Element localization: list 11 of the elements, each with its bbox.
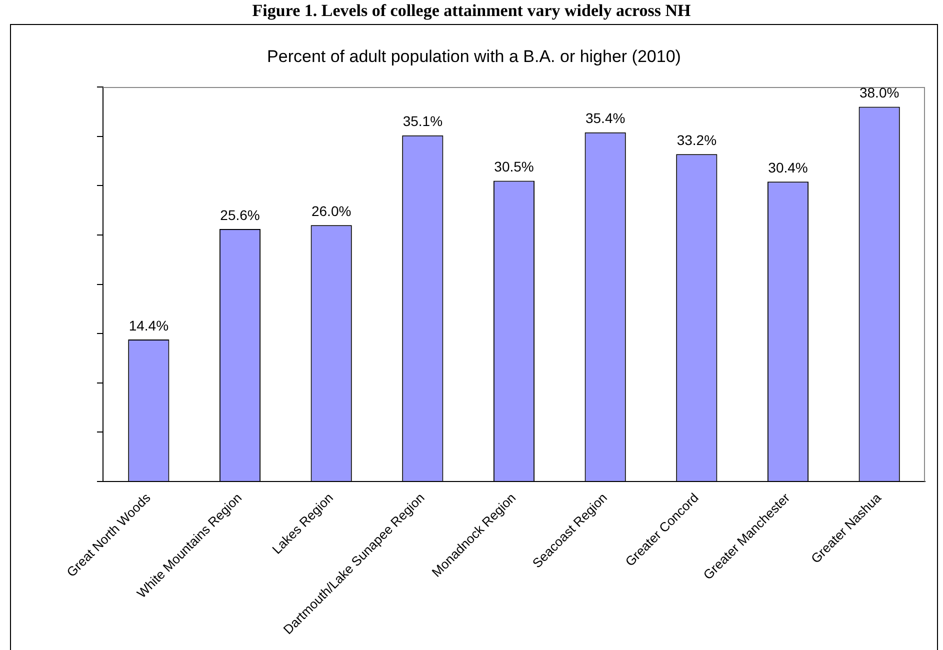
chart-subtitle: Percent of adult population with a B.A. or higher (2010) xyxy=(266,47,682,67)
data-label: 30.5% xyxy=(494,158,534,175)
data-label: 38.0% xyxy=(859,84,900,101)
data-label: 33.2% xyxy=(676,132,717,148)
data-label: 35.1% xyxy=(402,113,443,130)
data-label: 35.4% xyxy=(585,110,626,126)
data-label: 14.4% xyxy=(128,317,169,334)
chart-title: Figure 1. Levels of college attainment vary widely across NH xyxy=(251,0,692,22)
data-label: 30.4% xyxy=(768,160,808,176)
data-label: 25.6% xyxy=(220,206,260,223)
data-label: 26.0% xyxy=(311,202,352,219)
